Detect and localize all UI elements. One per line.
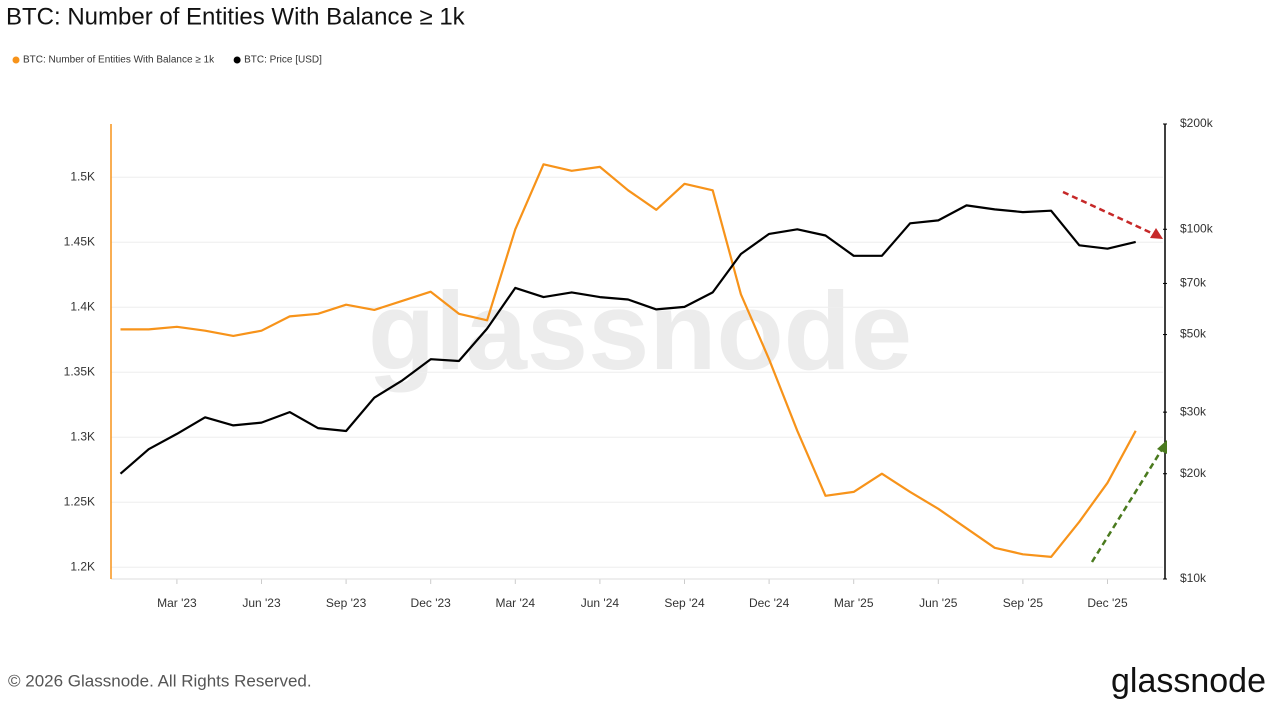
- trend-arrow-down: [1062, 190, 1159, 238]
- y2-tick-label: $10k: [1180, 571, 1207, 585]
- arrow-head: [1150, 228, 1163, 239]
- x-tick-label: Dec '24: [749, 596, 790, 610]
- x-tick-label: Mar '24: [495, 596, 535, 610]
- trend-arrow-up: [1090, 445, 1166, 563]
- series-line: [119, 204, 1136, 475]
- x-tick-label: Sep '24: [664, 596, 705, 610]
- y-tick-label: 1.25K: [64, 494, 95, 508]
- x-tick-label: Jun '25: [919, 596, 958, 610]
- y2-tick-label: $200k: [1180, 116, 1214, 130]
- legend-marker: [233, 56, 241, 64]
- y-tick-label: 1.4K: [70, 299, 95, 313]
- y-tick-label: 1.45K: [64, 234, 95, 248]
- x-tick-label: Sep '25: [1003, 596, 1044, 610]
- plot-area: 1.2K 1.25K 1.3K 1.35K 1.4K 1.45K 1.5K $10k $20k $…: [12, 55, 1214, 610]
- chart-title: BTC: Number of Entities With Balance ≥ 1…: [6, 3, 466, 30]
- legend-label: BTC: Number of Entities With Balance ≥ 1…: [23, 55, 215, 66]
- y2-tick-label: $30k: [1180, 404, 1207, 418]
- x-tick-label: Dec '23: [411, 596, 452, 610]
- x-tick-label: Mar '25: [834, 596, 874, 610]
- y-tick-label: 1.2K: [70, 559, 95, 573]
- x-tick-label: Jun '24: [581, 596, 620, 610]
- y2-tick-label: $50k: [1180, 327, 1207, 341]
- x-tick-label: Jun '23: [242, 596, 281, 610]
- watermark: glassnode: [368, 270, 912, 393]
- y2-tick-label: $100k: [1180, 221, 1214, 235]
- legend-marker: [12, 56, 20, 64]
- y-tick-label: 1.35K: [64, 364, 95, 378]
- y-tick-label: 1.3K: [70, 429, 95, 443]
- series-line: [120, 163, 1137, 558]
- x-tick-label: Dec '25: [1087, 596, 1128, 610]
- legend-label: BTC: Price [USD]: [244, 55, 322, 66]
- x-tick-label: Sep '23: [326, 596, 367, 610]
- y2-tick-label: $70k: [1180, 276, 1207, 290]
- logo: glassnode: [1111, 662, 1266, 700]
- footer: © 2026 Glassnode. All Rights Reserved.: [8, 671, 312, 690]
- arrow-head: [1157, 440, 1167, 454]
- y2-tick-label: $20k: [1180, 466, 1207, 480]
- x-tick-label: Mar '23: [157, 596, 197, 610]
- y-tick-label: 1.5K: [70, 169, 95, 183]
